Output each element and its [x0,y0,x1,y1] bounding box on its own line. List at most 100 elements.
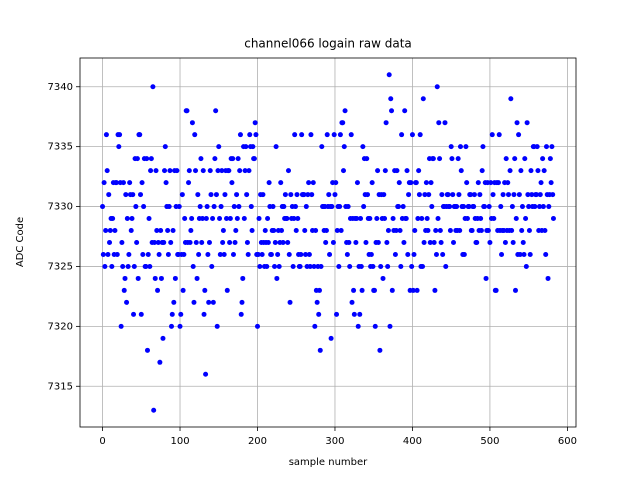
data-point [180,287,186,293]
data-point [435,216,441,222]
data-point [199,240,205,245]
data-point [514,120,520,126]
data-point [416,168,422,174]
data-point [526,204,532,210]
data-point [423,180,429,186]
data-point [496,132,502,138]
data-point [351,311,357,317]
data-point [489,132,495,138]
data-point [334,311,340,317]
data-point [364,156,370,162]
data-point [513,216,519,222]
data-point [457,144,463,150]
data-point [238,311,244,317]
data-point [113,180,119,186]
data-point [134,156,140,162]
data-point [337,132,343,138]
data-point [196,251,202,257]
data-point [523,263,529,269]
data-point [204,204,210,210]
data-point [161,240,167,245]
data-point [203,216,209,222]
data-point [413,180,419,186]
data-point [116,144,122,150]
data-point [290,263,296,269]
data-point [150,84,156,90]
data-point [349,299,355,305]
data-point [199,216,205,222]
data-point [138,311,144,317]
data-point [477,192,483,198]
data-point [451,240,457,245]
data-point [172,275,178,281]
data-point [191,299,197,305]
data-point [170,228,176,234]
data-point [158,228,164,234]
data-point [540,204,546,210]
data-point [244,192,250,198]
data-point [306,251,312,257]
data-point [412,228,418,234]
data-point [129,216,135,222]
data-point [174,168,180,174]
data-point [500,192,506,198]
data-point [486,204,492,210]
data-point [311,263,317,269]
data-point [121,287,127,293]
data-point [499,251,505,257]
data-point [394,168,400,174]
data-point [404,168,410,174]
data-point [207,168,213,174]
data-point [378,263,384,269]
data-point [205,251,211,257]
data-point [192,132,198,138]
data-point [372,323,378,329]
data-point [375,168,381,174]
data-point [538,180,544,186]
data-point [323,240,329,245]
data-point [487,240,493,245]
data-point [432,287,438,293]
data-point [436,120,442,126]
data-point [375,240,381,245]
data-point [426,192,432,198]
data-point [103,228,109,234]
data-point [163,180,169,186]
y-tick-label: 7335 [48,142,73,153]
data-point [106,192,112,198]
data-point [345,204,351,210]
data-point [420,263,426,269]
data-point [455,156,461,162]
data-point [511,192,517,198]
data-point [219,168,225,174]
data-point [405,251,411,257]
data-point [254,323,260,329]
data-point [415,216,421,222]
data-point [510,240,516,245]
plot-frame [79,57,577,428]
data-point [454,204,460,210]
data-point [546,204,552,210]
data-point [547,156,553,162]
data-point [550,192,556,198]
data-point [398,263,404,269]
data-point [237,168,243,174]
data-point [419,216,425,222]
data-point [318,263,324,269]
data-point [234,192,240,198]
data-point [503,156,509,162]
data-point [264,263,270,269]
data-point [431,240,437,245]
data-point [297,263,303,269]
data-point [479,168,485,174]
data-point [184,108,190,114]
data-point [189,216,195,222]
data-point [537,204,543,210]
data-point [167,168,173,174]
data-point [144,347,150,353]
data-point [425,228,431,234]
data-point [519,228,525,234]
data-point [243,144,249,150]
data-point [519,204,525,210]
data-point [389,108,395,114]
